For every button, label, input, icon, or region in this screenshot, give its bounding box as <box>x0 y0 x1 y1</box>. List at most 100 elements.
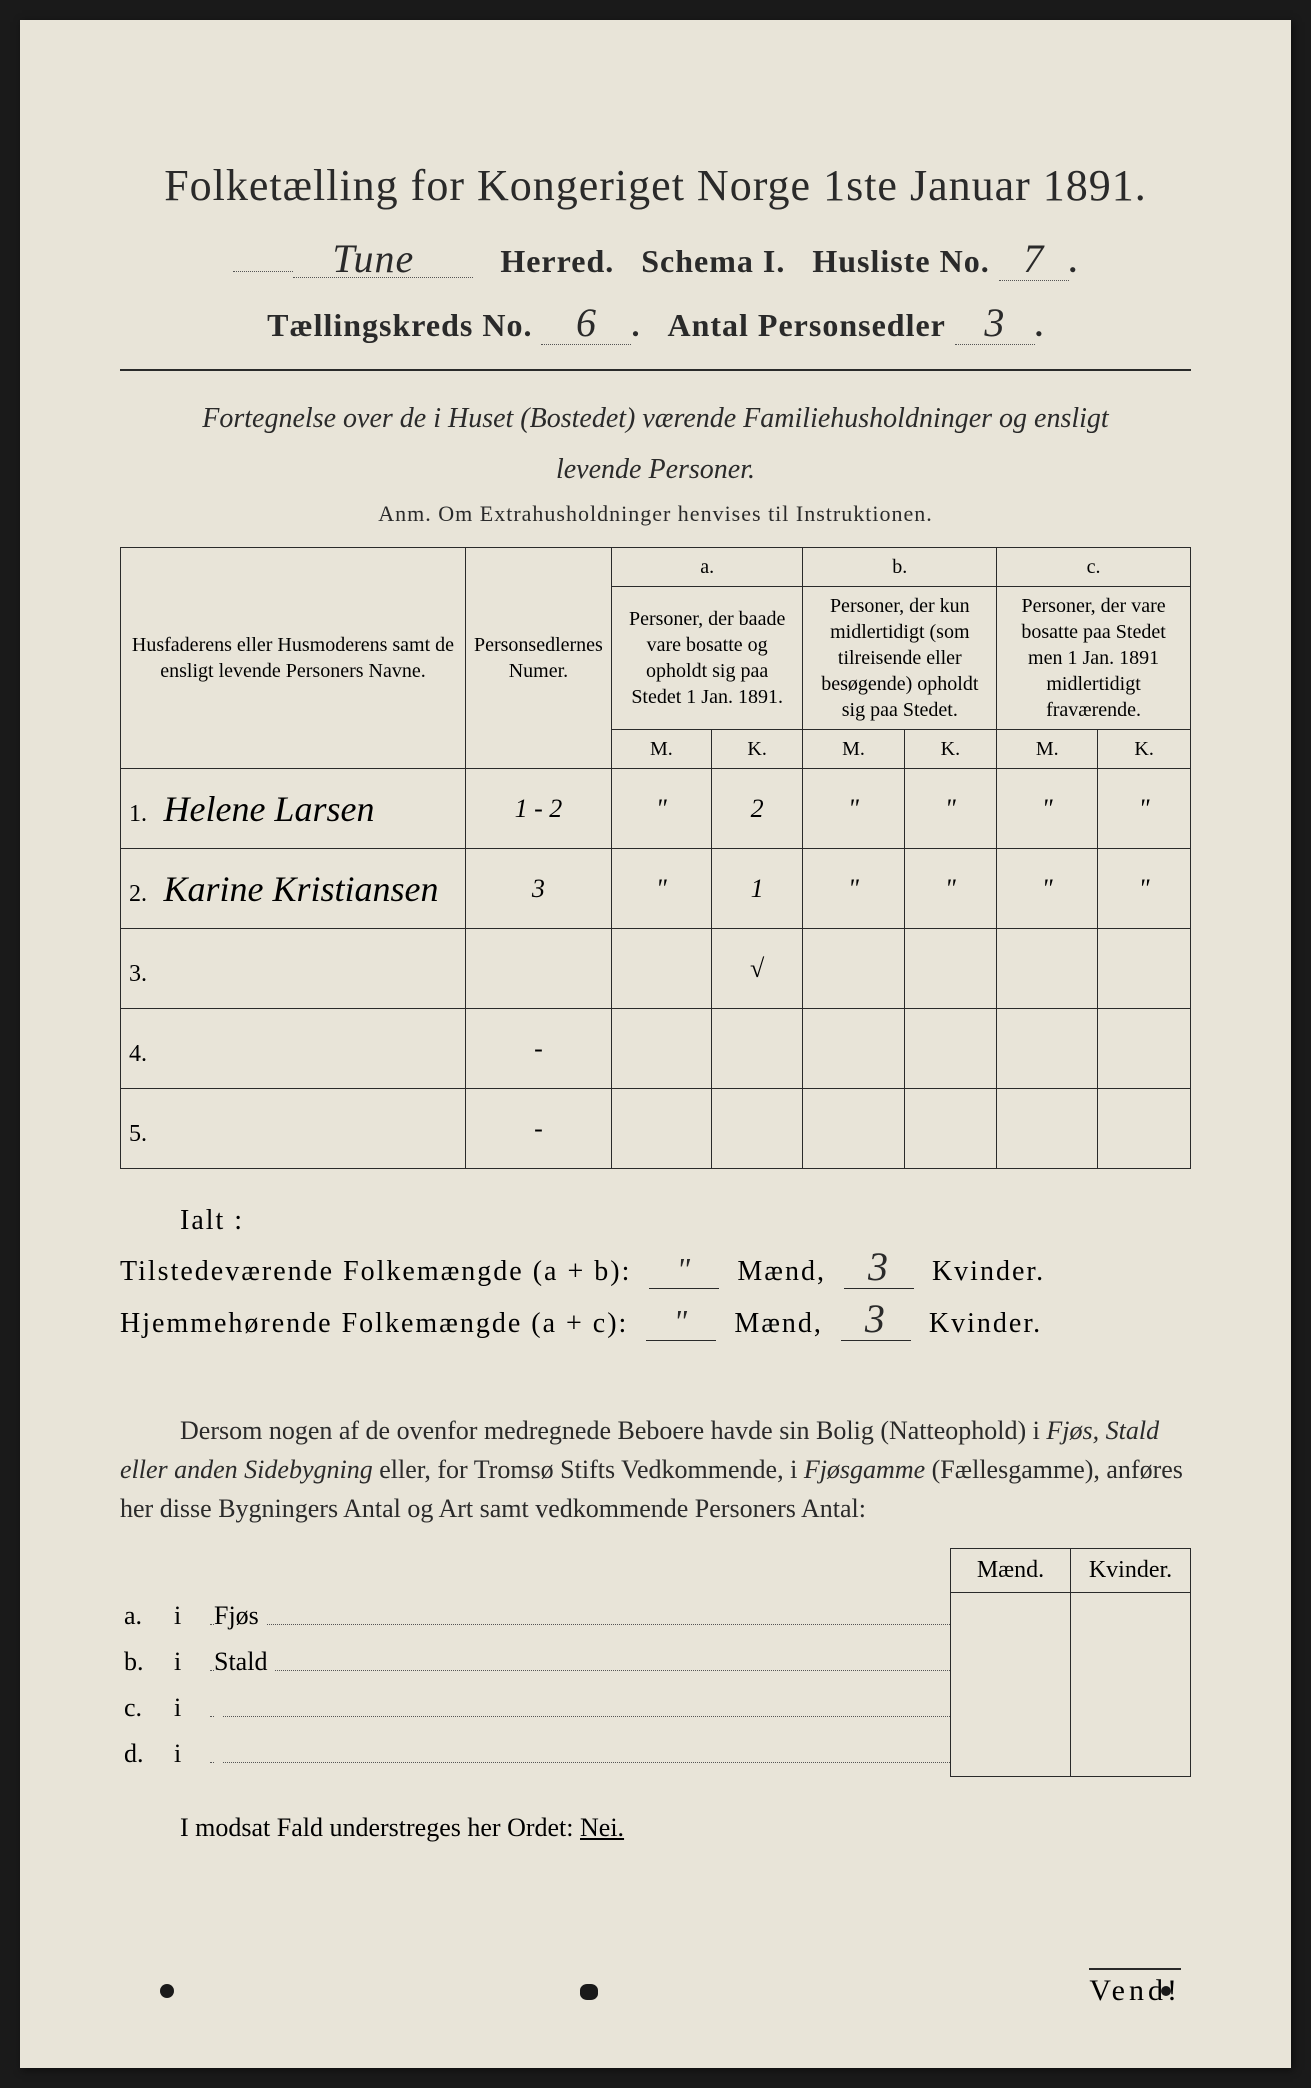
sum2-k: 3 <box>865 1296 887 1341</box>
sum1-m: " <box>677 1251 692 1287</box>
ob-m <box>951 1731 1071 1777</box>
ob-letter: c. <box>120 1685 170 1731</box>
ck-cell <box>1098 929 1191 1009</box>
personsedler-no: 3 <box>984 300 1005 345</box>
ob-label <box>210 1685 951 1731</box>
th-nr: Personsedlernes Numer. <box>465 548 611 769</box>
bm-cell <box>803 1009 904 1089</box>
header-line-2: Tællingskreds No. 6. Antal Personsedler … <box>120 305 1191 345</box>
kvinder-label-2: Kvinder. <box>929 1308 1042 1339</box>
name-cell: 3. <box>121 929 466 1009</box>
th-ak: K. <box>711 730 803 769</box>
schema-label: Schema I. <box>641 243 785 279</box>
ob-k <box>1071 1731 1191 1777</box>
am-cell: " <box>611 849 711 929</box>
cm-cell <box>997 1089 1098 1169</box>
table-row: 2. Karine Kristiansen3"1"""" <box>121 849 1191 929</box>
ob-m <box>951 1593 1071 1639</box>
sum2-m: " <box>674 1303 689 1339</box>
closing-nei: Nei. <box>580 1813 624 1842</box>
nr-cell <box>465 929 611 1009</box>
table-row: 3. √ <box>121 929 1191 1009</box>
am-cell <box>611 1089 711 1169</box>
name-cell: 2. Karine Kristiansen <box>121 849 466 929</box>
ob-label: Fjøs <box>210 1593 951 1639</box>
closing-line: I modsat Fald understreges her Ordet: Ne… <box>120 1813 1191 1843</box>
th-am: M. <box>611 730 711 769</box>
outbuilding-paragraph: Dersom nogen af de ovenfor medregnede Be… <box>120 1411 1191 1528</box>
table-row: 4. - <box>121 1009 1191 1089</box>
ob-letter: b. <box>120 1639 170 1685</box>
summary-line-2: Hjemmehørende Folkemængde (a + c): " Mæn… <box>120 1301 1191 1341</box>
ck-cell: " <box>1098 769 1191 849</box>
th-cm: M. <box>997 730 1098 769</box>
ink-spot <box>160 1984 174 1998</box>
bm-cell: " <box>803 849 904 929</box>
husliste-no: 7 <box>1023 236 1044 281</box>
nr-cell: 1 - 2 <box>465 769 611 849</box>
ob-k <box>1071 1593 1191 1639</box>
bm-cell <box>803 1089 904 1169</box>
cm-cell: " <box>997 769 1098 849</box>
ck-cell <box>1098 1009 1191 1089</box>
th-a: Personer, der baade vare bosatte og opho… <box>611 587 803 730</box>
main-table: Husfaderens eller Husmoderens samt de en… <box>120 547 1191 1169</box>
th-b: Personer, der kun midlertidigt (som tilr… <box>803 587 997 730</box>
am-cell <box>611 1009 711 1089</box>
outbuilding-row: b.iStald <box>120 1639 1191 1685</box>
instruction-line-1: Fortegnelse over de i Huset (Bostedet) v… <box>120 399 1191 438</box>
kvinder-label: Kvinder. <box>932 1256 1045 1287</box>
table-row: 5. - <box>121 1089 1191 1169</box>
bk-cell <box>904 1009 997 1089</box>
maend-label: Mænd, <box>737 1256 826 1287</box>
bk-cell <box>904 1089 997 1169</box>
ck-cell: " <box>1098 849 1191 929</box>
nr-cell: 3 <box>465 849 611 929</box>
divider <box>120 369 1191 371</box>
document-page: Folketælling for Kongeriget Norge 1ste J… <box>20 20 1291 2068</box>
maend-label-2: Mænd, <box>734 1308 823 1339</box>
closing-text: I modsat Fald understreges her Ordet: <box>180 1813 580 1842</box>
ak-cell: 2 <box>711 769 803 849</box>
nr-cell: - <box>465 1089 611 1169</box>
ob-k <box>1071 1639 1191 1685</box>
th-c: Personer, der vare bosatte paa Stedet me… <box>997 587 1191 730</box>
tilstedevaerende-label: Tilstedeværende Folkemængde (a + b): <box>120 1256 631 1288</box>
sum1-k: 3 <box>868 1244 890 1289</box>
ink-spot <box>1161 1986 1171 1996</box>
name-cell: 5. <box>121 1089 466 1169</box>
bm-cell: " <box>803 769 904 849</box>
table-row: 1. Helene Larsen1 - 2"2"""" <box>121 769 1191 849</box>
bk-cell <box>904 929 997 1009</box>
cm-cell <box>997 1009 1098 1089</box>
name-cell: 4. <box>121 1009 466 1089</box>
th-bm: M. <box>803 730 904 769</box>
cm-cell: " <box>997 849 1098 929</box>
page-title: Folketælling for Kongeriget Norge 1ste J… <box>120 160 1191 211</box>
bk-cell: " <box>904 769 997 849</box>
th-b-top: b. <box>803 548 997 587</box>
hjemmehorende-label: Hjemmehørende Folkemængde (a + c): <box>120 1308 628 1340</box>
ob-letter: d. <box>120 1731 170 1777</box>
anm-note: Anm. Om Extrahusholdninger henvises til … <box>120 501 1191 527</box>
name-cell: 1. Helene Larsen <box>121 769 466 849</box>
husliste-label: Husliste No. <box>812 243 989 279</box>
ob-label: Stald <box>210 1639 951 1685</box>
ob-label <box>210 1731 951 1777</box>
am-cell: " <box>611 769 711 849</box>
ialt-label: Ialt : <box>180 1205 1191 1237</box>
herred-label: Herred. <box>500 243 614 279</box>
ob-i: i <box>170 1639 210 1685</box>
ak-cell: √ <box>711 929 803 1009</box>
nr-cell: - <box>465 1009 611 1089</box>
ob-i: i <box>170 1731 210 1777</box>
outbuildings-table: Mænd. Kvinder. a.iFjøsb.iStaldc.id.i <box>120 1548 1191 1777</box>
summary-line-1: Tilstedeværende Folkemængde (a + b): " M… <box>120 1249 1191 1289</box>
outbuilding-row: a.iFjøs <box>120 1593 1191 1639</box>
th-name: Husfaderens eller Husmoderens samt de en… <box>121 548 466 769</box>
ob-i: i <box>170 1685 210 1731</box>
th-ck: K. <box>1098 730 1191 769</box>
ob-head-k: Kvinder. <box>1071 1549 1191 1593</box>
th-bk: K. <box>904 730 997 769</box>
ob-letter: a. <box>120 1593 170 1639</box>
